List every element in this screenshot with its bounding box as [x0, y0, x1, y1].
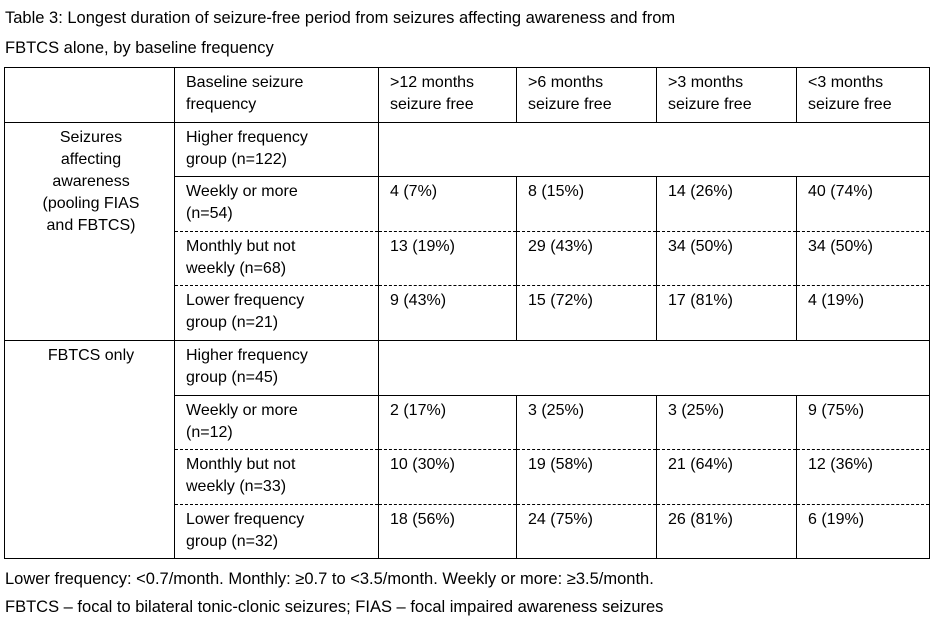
column-header-baseline: Baseline seizure frequency: [174, 67, 379, 123]
row-label: Lower frequency group (n=32): [174, 503, 379, 560]
footnotes: Lower frequency: <0.7/month. Monthly: ≥0…: [5, 565, 929, 621]
footnote-abbreviations: FBTCS – focal to bilateral tonic-clonic …: [5, 598, 664, 617]
data-cell-merged: [378, 339, 930, 396]
data-cell: 9 (75%): [796, 394, 930, 451]
data-cell: 40 (74%): [796, 176, 930, 232]
row-label: Monthly but not weekly (n=33): [174, 449, 379, 505]
table-row: Lower frequency group (n=32) 18 (56%) 24…: [5, 503, 930, 560]
data-cell: 4 (7%): [378, 176, 517, 232]
data-cell: 9 (43%): [378, 285, 517, 341]
data-cell: 19 (58%): [516, 449, 657, 505]
data-cell: 17 (81%): [656, 285, 797, 341]
column-header-6mo: >6 months seizure free: [516, 67, 657, 123]
data-cell: 6 (19%): [796, 503, 930, 560]
row-label: Monthly but not weekly (n=68): [174, 230, 379, 287]
table-caption: Table 3: Longest duration of seizure-fre…: [5, 9, 676, 57]
data-cell: 3 (25%): [516, 394, 657, 451]
column-header-12mo: >12 months seizure free: [378, 67, 517, 123]
data-cell: 2 (17%): [378, 394, 517, 451]
header-row: Baseline seizure frequency >12 months se…: [4, 67, 930, 123]
row-label: Higher frequency group (n=45): [174, 339, 379, 396]
table-row: Seizures affecting awareness (pooling FI…: [4, 121, 930, 341]
row-label: Higher frequency group (n=122): [174, 121, 379, 178]
corner-cell: [4, 67, 175, 123]
column-header-3mo: >3 months seizure free: [656, 67, 797, 123]
data-cell: 14 (26%): [656, 176, 797, 232]
row-label: Weekly or more (n=12): [174, 394, 379, 451]
table-row: Weekly or more (n=12) 2 (17%) 3 (25%) 3 …: [5, 394, 930, 451]
data-cell: 24 (75%): [516, 503, 657, 560]
row-group-label-awareness: Seizures affecting awareness (pooling FI…: [4, 121, 175, 341]
column-header-lt3mo: <3 months seizure free: [796, 67, 930, 123]
table-row: Lower frequency group (n=21) 9 (43%) 15 …: [5, 285, 930, 341]
row-group-label-fbtcs: FBTCS only: [4, 339, 175, 560]
table-row: Weekly or more (n=54) 4 (7%) 8 (15%) 14 …: [5, 176, 930, 232]
row-label: Lower frequency group (n=21): [174, 285, 379, 341]
data-cell: 15 (72%): [516, 285, 657, 341]
data-cell: 18 (56%): [378, 503, 517, 560]
data-cell: 21 (64%): [656, 449, 797, 505]
table-row: Monthly but not weekly (n=33) 10 (30%) 1…: [5, 449, 930, 505]
results-table: Baseline seizure frequency >12 months se…: [4, 67, 930, 560]
data-cell: 34 (50%): [656, 230, 797, 287]
data-cell: 34 (50%): [796, 230, 930, 287]
data-cell-merged: [378, 121, 930, 178]
data-cell: 26 (81%): [656, 503, 797, 560]
data-cell: 29 (43%): [516, 230, 657, 287]
data-cell: 8 (15%): [516, 176, 657, 232]
data-cell: 10 (30%): [378, 449, 517, 505]
data-cell: 3 (25%): [656, 394, 797, 451]
footnote-frequency-definitions: Lower frequency: <0.7/month. Monthly: ≥0…: [5, 570, 654, 589]
data-cell: 13 (19%): [378, 230, 517, 287]
row-label: Weekly or more (n=54): [174, 176, 379, 232]
data-cell: 12 (36%): [796, 449, 930, 505]
table-row: FBTCS only Higher frequency group (n=45): [4, 339, 930, 560]
data-cell: 4 (19%): [796, 285, 930, 341]
